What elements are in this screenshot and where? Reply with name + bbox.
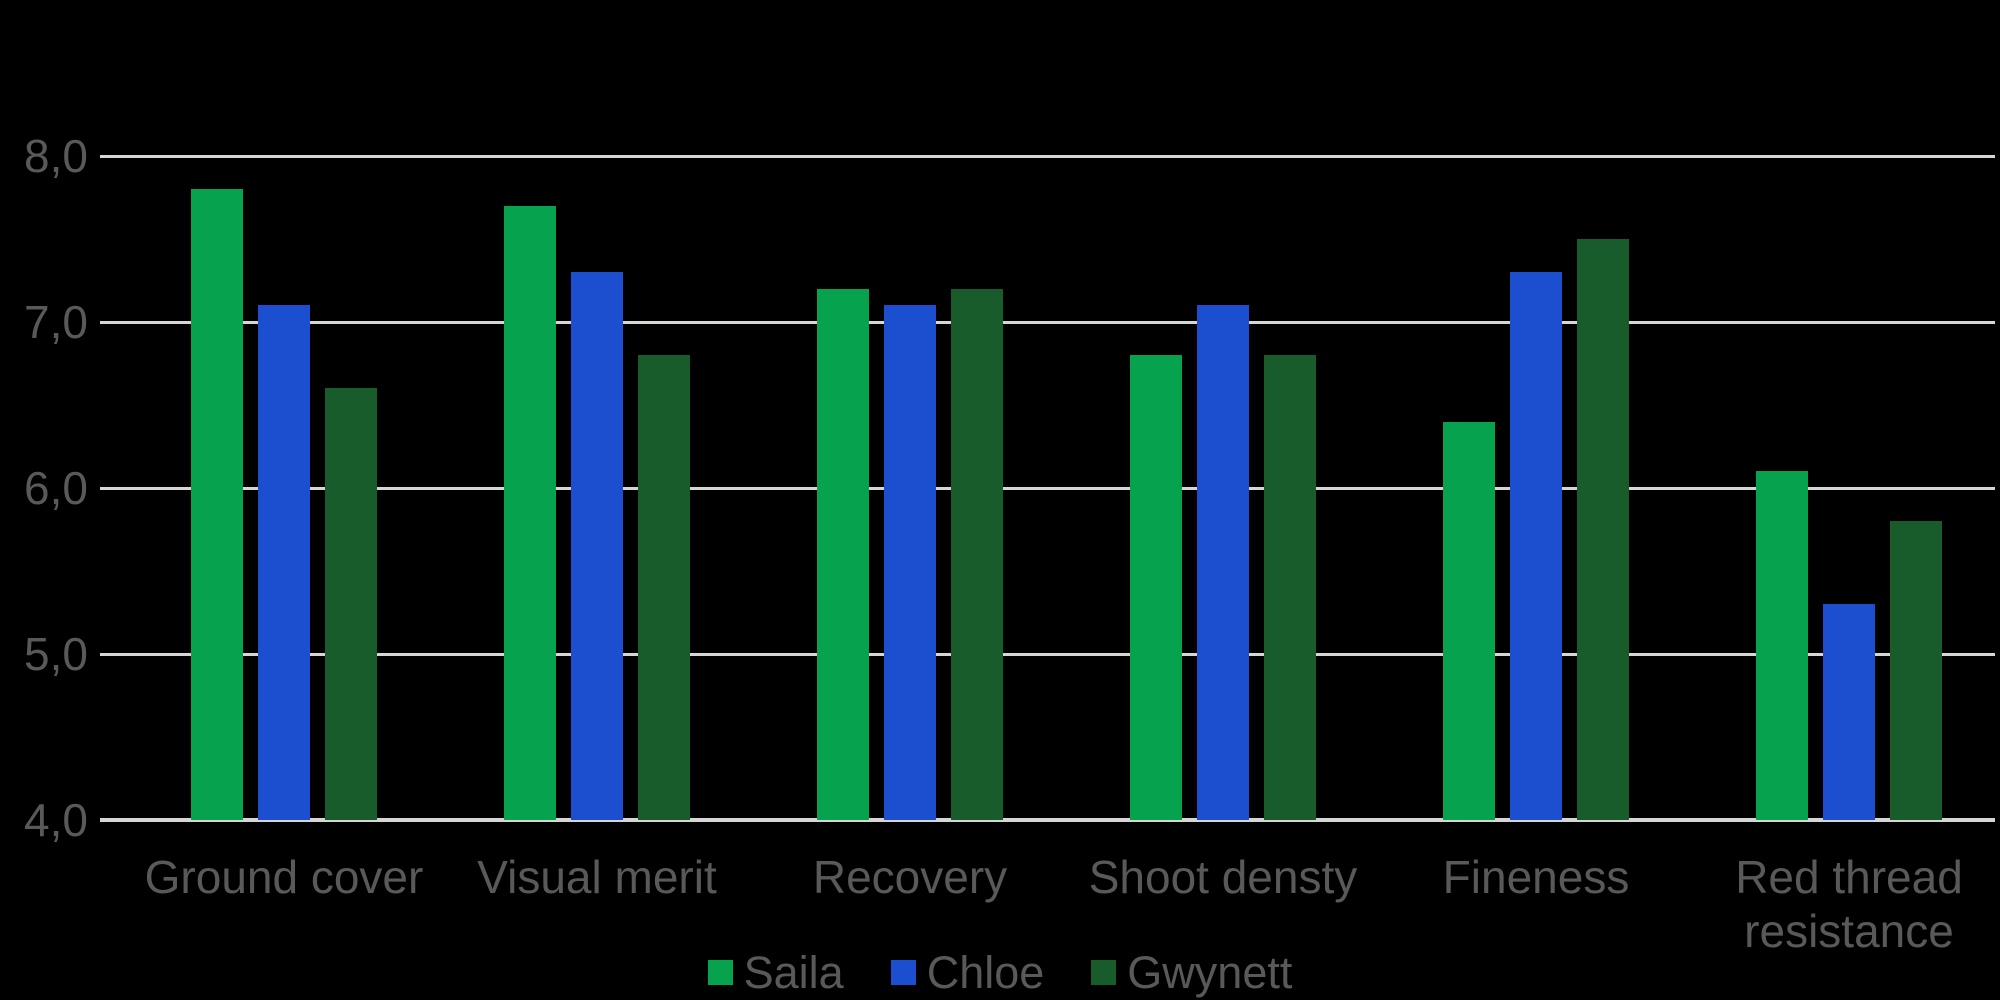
bar-chloe-3 [884, 305, 936, 820]
legend-label: Chloe [926, 947, 1045, 998]
legend-item-saila: Saila [707, 947, 844, 998]
gridline [100, 320, 1995, 324]
legend-swatch-icon [1091, 960, 1117, 985]
bar-gwynett-3 [951, 288, 1003, 820]
x-axis-label: Recovery [812, 851, 1008, 903]
x-axis-label: Ground cover [144, 851, 424, 903]
legend-label: Saila [743, 947, 844, 998]
x-axis-label: Visual merit [477, 851, 717, 903]
gridline [100, 154, 1995, 158]
y-tick-label: 4,0 [24, 794, 88, 846]
bar-gwynett-5 [1577, 239, 1629, 820]
x-axis-line [100, 818, 1995, 822]
bar-saila-6 [1756, 471, 1808, 820]
bar-saila-5 [1443, 421, 1495, 820]
bar-chloe-5 [1510, 272, 1562, 820]
bar-saila-1 [191, 189, 243, 820]
bar-gwynett-6 [1890, 521, 1942, 820]
y-tick-label: 8,0 [24, 130, 88, 182]
legend-item-chloe: Chloe [890, 947, 1045, 998]
bar-gwynett-2 [638, 355, 690, 820]
legend-label: Gwynett [1127, 947, 1293, 998]
y-tick-label: 7,0 [24, 296, 88, 348]
bar-saila-2 [504, 205, 556, 820]
legend: Saila Chloe Gwynett [0, 950, 2000, 995]
gridline [100, 486, 1995, 490]
x-axis-label: Shoot densty [1088, 851, 1358, 903]
bar-chloe-4 [1197, 305, 1249, 820]
legend-swatch-icon [890, 960, 916, 985]
legend-item-gwynett: Gwynett [1091, 950, 1292, 995]
bar-gwynett-1 [325, 388, 377, 820]
x-axis-label: Red thread resistance [1735, 851, 1963, 957]
bar-saila-4 [1130, 355, 1182, 820]
bar-chloe-1 [258, 305, 310, 820]
bar-gwynett-4 [1264, 355, 1316, 820]
legend-swatch-icon [707, 960, 733, 985]
bar-chloe-6 [1823, 604, 1875, 820]
y-tick-label: 6,0 [24, 462, 88, 514]
y-tick-label: 5,0 [24, 628, 88, 680]
gridline [100, 652, 1995, 656]
bar-chloe-2 [571, 272, 623, 820]
x-axis-label: Fineness [1442, 851, 1630, 903]
bar-saila-3 [817, 288, 869, 820]
